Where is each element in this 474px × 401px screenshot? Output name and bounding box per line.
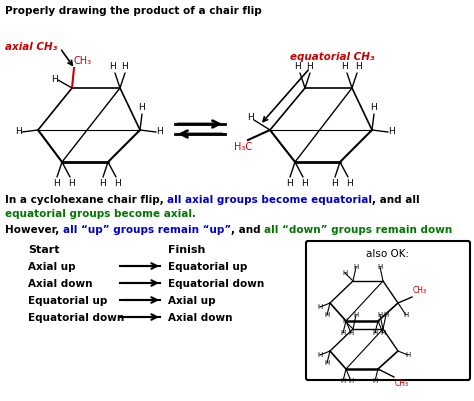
Text: H: H	[354, 312, 359, 318]
Text: H: H	[52, 75, 58, 85]
Text: H: H	[340, 378, 346, 384]
Text: H: H	[342, 318, 347, 324]
Text: H: H	[307, 62, 313, 71]
Text: , and: , and	[231, 225, 264, 235]
Text: Equatorial down: Equatorial down	[28, 313, 124, 323]
Text: H: H	[318, 352, 323, 358]
Text: In a cyclohexane chair flip,: In a cyclohexane chair flip,	[5, 195, 167, 205]
Text: Axial down: Axial down	[28, 279, 92, 289]
Text: H: H	[340, 330, 346, 336]
Text: H: H	[348, 330, 354, 336]
Text: H: H	[373, 378, 378, 384]
Text: H: H	[405, 352, 410, 358]
Text: H: H	[115, 179, 121, 188]
Text: H: H	[122, 62, 128, 71]
Text: H: H	[389, 128, 395, 136]
Text: equatorial groups become axial.: equatorial groups become axial.	[5, 209, 196, 219]
Text: H: H	[342, 270, 347, 276]
Text: Equatorial down: Equatorial down	[168, 279, 264, 289]
Text: Axial down: Axial down	[168, 313, 233, 323]
Text: Properly drawing the product of a chair flip: Properly drawing the product of a chair …	[5, 6, 262, 16]
Text: H: H	[301, 179, 309, 188]
Text: Axial up: Axial up	[28, 262, 76, 272]
Text: However,: However,	[5, 225, 63, 235]
Text: Start: Start	[28, 245, 60, 255]
Text: Equatorial up: Equatorial up	[28, 296, 108, 306]
Text: all “down” groups remain down: all “down” groups remain down	[264, 225, 453, 235]
Text: H: H	[377, 312, 383, 318]
Text: H: H	[380, 330, 386, 336]
Text: axial CH₃: axial CH₃	[5, 42, 57, 52]
Text: Finish: Finish	[168, 245, 205, 255]
Text: H: H	[324, 312, 329, 318]
Text: H: H	[109, 62, 117, 71]
Text: H: H	[54, 179, 60, 188]
Text: H: H	[383, 312, 389, 318]
Text: H: H	[156, 128, 164, 136]
Text: all axial groups become equatorial: all axial groups become equatorial	[167, 195, 373, 205]
Text: H: H	[318, 304, 323, 310]
Text: , and all: , and all	[373, 195, 420, 205]
Text: H: H	[356, 62, 363, 71]
Text: H: H	[371, 103, 377, 112]
Text: H: H	[324, 360, 329, 366]
Text: CH₃: CH₃	[74, 56, 92, 66]
Text: H: H	[346, 179, 354, 188]
Text: H: H	[348, 378, 354, 384]
Text: H: H	[16, 128, 22, 136]
Text: Axial up: Axial up	[168, 296, 216, 306]
Text: H₃C: H₃C	[234, 142, 252, 152]
Text: H: H	[354, 264, 359, 270]
Text: H: H	[69, 179, 75, 188]
Text: H: H	[373, 330, 378, 336]
Text: H: H	[295, 62, 301, 71]
Text: equatorial CH₃: equatorial CH₃	[290, 52, 374, 62]
Text: H: H	[403, 312, 409, 318]
Text: H: H	[342, 62, 348, 71]
FancyBboxPatch shape	[306, 241, 470, 380]
Text: H: H	[287, 179, 293, 188]
Text: CH₃: CH₃	[395, 379, 409, 388]
Text: all “up” groups remain “up”: all “up” groups remain “up”	[63, 225, 231, 235]
Text: H: H	[377, 264, 383, 270]
Text: H: H	[100, 179, 106, 188]
Text: H: H	[138, 103, 146, 112]
Text: CH₃: CH₃	[413, 286, 427, 295]
Text: H: H	[332, 179, 338, 188]
Text: Equatorial up: Equatorial up	[168, 262, 247, 272]
Text: H: H	[247, 113, 255, 122]
Text: also OK:: also OK:	[366, 249, 410, 259]
